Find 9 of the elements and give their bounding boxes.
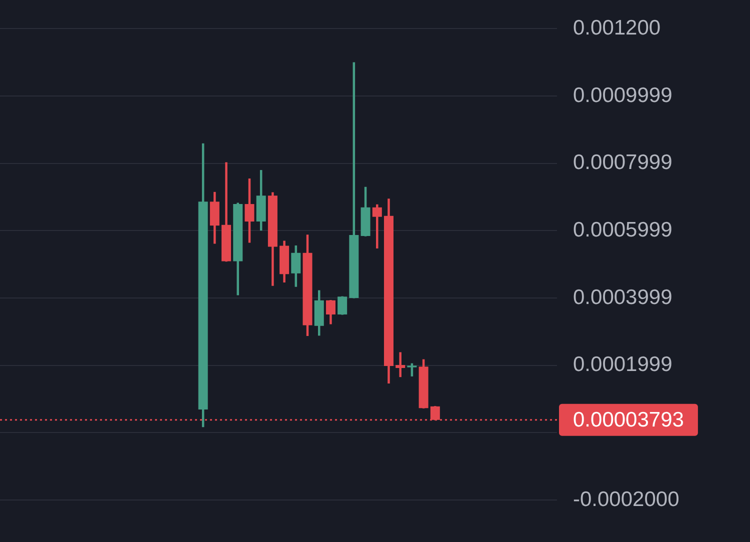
y-tick-label: 0.0003999 bbox=[573, 286, 672, 309]
y-tick-label: 0.0009999 bbox=[573, 84, 672, 107]
candlestick bbox=[396, 352, 406, 378]
y-tick-label: 0.0001999 bbox=[573, 353, 672, 376]
y-tick-label: 0.001200 bbox=[573, 16, 661, 40]
y-tick-label: 0.0007999 bbox=[573, 151, 672, 174]
y-tick-label: -0.0002000 bbox=[573, 488, 680, 511]
y-tick-label: 0.0005999 bbox=[573, 218, 672, 242]
ref-line-label: 0.00003793 bbox=[573, 408, 684, 432]
